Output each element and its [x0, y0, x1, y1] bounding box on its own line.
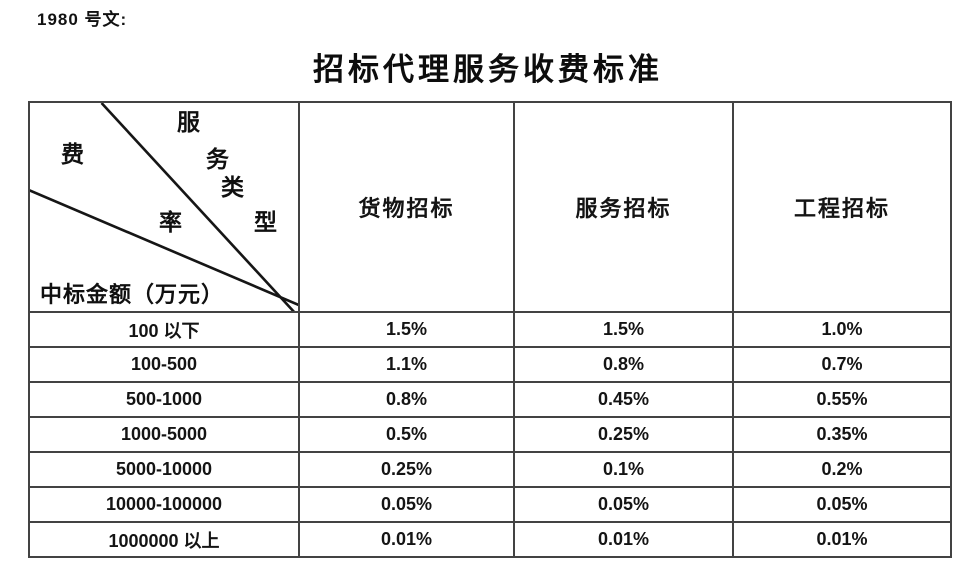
- corner-type-char: 务: [206, 147, 229, 172]
- column-header-services: 服务招标: [513, 101, 734, 313]
- column-header-engineering: 工程招标: [732, 101, 952, 313]
- table-row: 1000-5000 0.5% 0.25% 0.35%: [28, 416, 952, 453]
- diagonal-lines: [31, 104, 297, 310]
- fee-cell: 0.05%: [298, 486, 515, 523]
- amount-range-cell: 5000-10000: [28, 451, 300, 488]
- fee-cell: 0.35%: [732, 416, 952, 453]
- corner-amount-label: 中标金额（万元）: [40, 282, 225, 307]
- fee-cell: 0.01%: [298, 521, 515, 558]
- fee-cell: 1.0%: [732, 311, 952, 348]
- fee-cell: 0.05%: [513, 486, 734, 523]
- column-header-goods: 货物招标: [298, 101, 515, 313]
- document-reference-label: 1980 号文:: [37, 10, 128, 29]
- fee-cell: 0.5%: [298, 416, 515, 453]
- table-header-row: 服 务 类 型 费 率 中标金额（万元） 货物招标 服务招标 工程招标: [28, 101, 952, 313]
- corner-rate-char: 费: [61, 142, 84, 167]
- table-row: 100-500 1.1% 0.8% 0.7%: [28, 346, 952, 383]
- amount-range-cell: 10000-100000: [28, 486, 300, 523]
- fee-cell: 0.25%: [513, 416, 734, 453]
- corner-type-char: 类: [221, 175, 244, 200]
- fee-cell: 1.1%: [298, 346, 515, 383]
- table-row: 10000-100000 0.05% 0.05% 0.05%: [28, 486, 952, 523]
- corner-type-char: 服: [177, 110, 200, 135]
- corner-type-char: 型: [254, 210, 277, 235]
- fee-cell: 0.05%: [732, 486, 952, 523]
- fee-cell: 0.7%: [732, 346, 952, 383]
- fee-standard-table: 服 务 类 型 费 率 中标金额（万元） 货物招标 服务招标 工程招标 100 …: [28, 101, 952, 558]
- corner-rate-char: 率: [159, 210, 182, 235]
- fee-cell: 0.25%: [298, 451, 515, 488]
- fee-cell: 0.2%: [732, 451, 952, 488]
- page-title: 招标代理服务收费标准: [313, 52, 663, 87]
- fee-cell: 1.5%: [298, 311, 515, 348]
- amount-range-cell: 1000-5000: [28, 416, 300, 453]
- fee-cell: 0.8%: [513, 346, 734, 383]
- diagonal-line-upper: [100, 104, 295, 310]
- fee-cell: 0.01%: [732, 521, 952, 558]
- diagonal-corner-cell: 服 务 类 型 费 率 中标金额（万元）: [28, 101, 300, 313]
- amount-range-cell: 1000000 以上: [28, 521, 300, 558]
- fee-cell: 1.5%: [513, 311, 734, 348]
- table-row: 5000-10000 0.25% 0.1% 0.2%: [28, 451, 952, 488]
- amount-range-cell: 100-500: [28, 346, 300, 383]
- diagonal-line-lower: [31, 189, 297, 306]
- table-row: 500-1000 0.8% 0.45% 0.55%: [28, 381, 952, 418]
- fee-cell: 0.55%: [732, 381, 952, 418]
- fee-cell: 0.45%: [513, 381, 734, 418]
- table-row: 100 以下 1.5% 1.5% 1.0%: [28, 311, 952, 348]
- fee-cell: 0.1%: [513, 451, 734, 488]
- amount-range-cell: 100 以下: [28, 311, 300, 348]
- fee-cell: 0.01%: [513, 521, 734, 558]
- fee-cell: 0.8%: [298, 381, 515, 418]
- table-row: 1000000 以上 0.01% 0.01% 0.01%: [28, 521, 952, 558]
- amount-range-cell: 500-1000: [28, 381, 300, 418]
